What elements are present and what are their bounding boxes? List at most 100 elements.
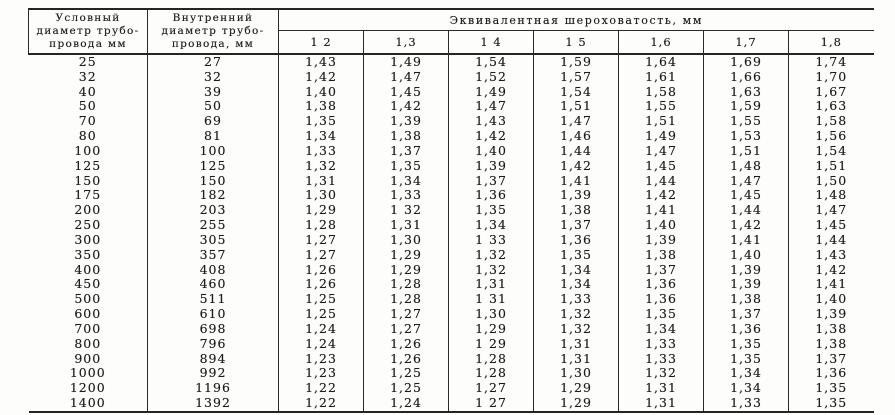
roughness-value-cell: 1,42 (618, 188, 704, 204)
inner-diameter-cell: 150 (147, 173, 279, 189)
roughness-value-cell: 1,40 (703, 247, 789, 263)
roughness-value-cell: 1,31 (448, 277, 534, 293)
roughness-value-cell: 1,42 (448, 128, 534, 144)
roughness-value-cell: 1,29 (363, 262, 449, 278)
roughness-value-cell: 1,37 (815, 350, 848, 366)
roughness-value-cell: 1,37 (618, 262, 704, 278)
roughness-value-cell: 1,33 (618, 336, 704, 352)
roughness-value-cell: 1,59 (533, 54, 619, 70)
header-line: диаметр трубо- (161, 25, 265, 37)
roughness-value-cell: 1,23 (278, 366, 364, 382)
roughness-value-cell: 1,46 (533, 128, 619, 144)
roughness-value-cell: 1,35 (533, 247, 619, 263)
inner-diameter-cell: 992 (147, 366, 279, 382)
inner-diameter-cell: 203 (147, 202, 279, 219)
roughness-value-cell: 1 27 (448, 395, 534, 412)
inner-diameter-cell: 408 (147, 262, 279, 278)
roughness-value-cell: 1,35 (618, 306, 704, 322)
inner-diameter-cell: 610 (147, 306, 279, 322)
nominal-diameter-cell: 900 (28, 351, 148, 367)
roughness-value-cell: 1,38 (815, 320, 848, 336)
roughness-value-cell: 1,22 (278, 395, 364, 412)
roughness-value-cell: 1,55 (618, 99, 704, 115)
nominal-diameter-cell: 40 (28, 84, 148, 100)
roughness-value-cell: 1,67 (815, 83, 848, 99)
roughness-value-cell: 1,48 (703, 158, 789, 174)
roughness-value-cell: 1,25 (363, 380, 449, 397)
nominal-diameter-cell: 450 (28, 277, 148, 293)
nominal-diameter-cell: 1400 (28, 395, 148, 412)
roughness-column-header-7: 1,8 (788, 30, 874, 55)
roughness-value-cell: 1,51 (703, 143, 789, 159)
roughness-value-cell: 1,31 (363, 217, 449, 233)
roughness-column-header-3: 1 4 (448, 30, 534, 55)
roughness-value-cell: 1,35 (448, 202, 534, 219)
inner-diameter-cell: 894 (147, 351, 279, 367)
roughness-value-cell: 1,47 (448, 99, 534, 115)
nominal-diameter-cell: 175 (28, 188, 148, 204)
inner-diameter-cell: 1196 (147, 380, 279, 397)
nominal-diameter-cell: 1000 (28, 366, 148, 382)
roughness-value-cell: 1,51 (815, 157, 848, 173)
roughness-value-cell: 1,45 (703, 188, 789, 204)
roughness-value-cell: 1,38 (618, 247, 704, 263)
roughness-value-cell: 1,32 (448, 247, 534, 263)
roughness-value-cell: 1,26 (363, 351, 449, 367)
roughness-value-cell: 1,43 (448, 113, 534, 130)
table-row: 100 100 1,33 1,37 1,40 1,44 1,47 1,51 1,54 (28, 143, 874, 159)
table-row: 600 610 1,25 1,27 1,30 1,32 1,35 1,37 1,39 (28, 306, 874, 322)
roughness-value-cell: 1,39 (703, 262, 789, 278)
inner-diameter-cell: 698 (147, 321, 279, 337)
roughness-value-cell: 1,41 (533, 173, 619, 189)
roughness-value-cell: 1,29 (533, 395, 619, 412)
roughness-value-cell: 1,34 (448, 217, 534, 233)
nominal-diameter-cell: 150 (28, 173, 148, 189)
roughness-value-cell: 1,33 (533, 291, 619, 308)
roughness-value-cell: 1,33 (618, 351, 704, 367)
nominal-diameter-cell: 800 (28, 336, 148, 352)
table-row: 350 357 1,27 1,29 1,32 1,35 1,38 1,40 1,43 (28, 247, 874, 263)
inner-diameter-cell: 460 (147, 277, 279, 293)
header-line: Условный (55, 12, 121, 24)
roughness-value-cell: 1,25 (278, 306, 364, 322)
roughness-value-cell: 1,35 (815, 380, 848, 396)
header-row-group: Условный диаметр трубо- провода мм Внутр… (28, 9, 874, 55)
roughness-value-cell: 1,30 (363, 232, 449, 248)
roughness-column-header-2: 1,3 (363, 30, 449, 55)
table-row: 500 511 1,25 1,28 1 31 1,33 1,36 1,38 1,40 (28, 291, 874, 308)
nominal-diameter-cell: 32 (28, 69, 148, 85)
roughness-value-cell: 1,44 (533, 143, 619, 159)
nominal-diameter-cell: 350 (28, 247, 148, 263)
table-body: 25 27 1,43 1,49 1,54 1,59 1,64 1,69 1,74 32 32 1,42… (28, 54, 874, 412)
roughness-value-cell: 1,38 (815, 335, 848, 351)
roughness-value-cell: 1,63 (815, 98, 848, 114)
roughness-value-cell: 1,34 (703, 380, 789, 397)
inner-diameter-cell: 305 (147, 232, 279, 248)
roughness-value-cell: 1,29 (278, 202, 364, 219)
roughness-value-cell: 1,40 (618, 217, 704, 233)
roughness-value-cell: 1,32 (618, 366, 704, 382)
roughness-value-cell: 1,63 (703, 84, 789, 100)
table-row: 250 255 1,28 1,31 1,34 1,37 1,40 1,42 1,45 (28, 217, 874, 233)
inner-diameter-cell: 357 (147, 247, 279, 263)
roughness-value-cell: 1,42 (815, 261, 848, 277)
table-row: 80 81 1,34 1,38 1,42 1,46 1,49 1,53 1,56 (28, 128, 874, 144)
nominal-diameter-cell: 400 (28, 262, 148, 278)
roughness-value-cell: 1,40 (448, 143, 534, 159)
roughness-value-cell: 1,24 (278, 321, 364, 337)
roughness-value-cell: 1,35 (703, 351, 789, 367)
roughness-value-cell: 1,36 (448, 188, 534, 204)
roughness-value-cell: 1,34 (278, 128, 364, 144)
roughness-value-cell: 1,52 (448, 69, 534, 85)
roughness-value-cell: 1,45 (363, 84, 449, 100)
roughness-value-cell: 1,27 (448, 380, 534, 397)
table-row: 400 408 1,26 1,29 1,32 1,34 1,37 1,39 1,42 (28, 261, 874, 278)
roughness-value-cell: 1,58 (618, 84, 704, 100)
roughness-value-cell: 1,42 (533, 158, 619, 174)
roughness-value-cell: 1,28 (363, 277, 449, 293)
roughness-value-cell: 1,54 (448, 54, 534, 70)
roughness-value-cell: 1,59 (703, 99, 789, 115)
roughness-value-cell: 1,47 (815, 202, 848, 218)
roughness-value-cell: 1,29 (533, 380, 619, 397)
